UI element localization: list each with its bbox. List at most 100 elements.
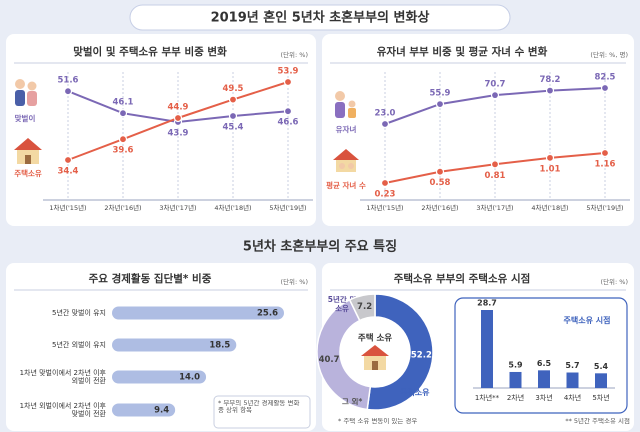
family-icon bbox=[335, 91, 356, 118]
series-name: 주택소유 bbox=[14, 168, 42, 178]
value-label: 51.6 bbox=[58, 76, 79, 86]
point bbox=[173, 113, 183, 123]
note: * 부부의 5년간 경제활동 변화 중 상위 항목 bbox=[218, 400, 300, 415]
bar bbox=[112, 370, 207, 384]
series-name: 맞벌이 bbox=[15, 113, 36, 123]
point bbox=[228, 111, 238, 121]
x-tick-label: 2차년 bbox=[507, 393, 524, 402]
value-label: 39.6 bbox=[113, 146, 134, 156]
value-label: 5.7 bbox=[565, 361, 579, 370]
bar bbox=[509, 371, 522, 388]
point bbox=[380, 178, 390, 188]
x-tick-label: 4차년('18년) bbox=[214, 203, 251, 212]
house-icon bbox=[14, 138, 42, 164]
unit-label: (단위: %) bbox=[281, 277, 308, 286]
category-label: 1차년 외벌이에서 2차년 이후 맞벌이 전환 bbox=[19, 401, 106, 418]
x-tick-label: 3차년('17년) bbox=[476, 203, 513, 212]
category-label-box: 5년간 미소유 bbox=[327, 296, 357, 313]
value-label: 7.2 bbox=[357, 302, 372, 312]
value-label: 49.5 bbox=[223, 84, 244, 94]
point bbox=[283, 107, 293, 116]
chart-title: 주택소유 시점 bbox=[563, 316, 611, 325]
children-icon bbox=[333, 149, 359, 172]
point bbox=[490, 160, 500, 169]
point bbox=[600, 148, 610, 158]
unit-label: (단위: %) bbox=[281, 50, 308, 59]
point bbox=[118, 135, 128, 144]
category-label: 5년간 미소유 bbox=[327, 296, 357, 313]
chart-title: 주요 경제활동 집단별* 비중 bbox=[89, 272, 212, 285]
value-label: 9.4 bbox=[154, 406, 169, 416]
donut-slice bbox=[316, 298, 372, 411]
value-label: 52.2 bbox=[411, 351, 432, 361]
value-label: 34.4 bbox=[58, 167, 79, 177]
value-label: 0.58 bbox=[430, 178, 451, 188]
value-label: 5.4 bbox=[594, 362, 609, 371]
bar bbox=[112, 338, 237, 352]
chart-title: 유자녀 부부 비중 및 평균 자녀 수 변화 bbox=[377, 45, 548, 58]
value-label: 0.81 bbox=[485, 171, 506, 181]
value-label: 46.6 bbox=[278, 118, 299, 128]
x-tick-label: 4차년('18년) bbox=[531, 203, 568, 212]
bar bbox=[595, 373, 607, 388]
point bbox=[283, 77, 293, 87]
donut-slice bbox=[348, 293, 376, 322]
point bbox=[545, 153, 555, 162]
unit-label: (단위: %) bbox=[601, 277, 628, 286]
value-label: 40.7 bbox=[319, 355, 340, 365]
x-tick-label: 2차년('16년) bbox=[421, 203, 458, 212]
category-label-box: 그 외* bbox=[342, 398, 363, 406]
category-label-box: 5년간 외벌이 유지 bbox=[52, 340, 106, 349]
point bbox=[228, 95, 238, 104]
value-label: 0.23 bbox=[375, 190, 396, 200]
value-label: 5.9 bbox=[508, 360, 523, 369]
chart-title: 주택소유 부부의 주택소유 시점 bbox=[394, 272, 531, 285]
note-box: * 부부의 5년간 경제활동 변화 중 상위 항목 bbox=[218, 400, 300, 415]
donut-slice bbox=[366, 293, 434, 411]
section-title: 5년차 초혼부부의 주요 특징 bbox=[243, 239, 397, 255]
note: * 주택 소유 변동이 있는 경우 bbox=[338, 418, 418, 425]
point bbox=[63, 87, 73, 96]
point bbox=[380, 119, 390, 129]
point bbox=[600, 83, 610, 93]
x-tick-label: 1차년('15년) bbox=[49, 203, 86, 212]
x-tick-label: 4차년 bbox=[564, 393, 581, 402]
bar bbox=[538, 370, 550, 388]
panel bbox=[6, 34, 316, 226]
category-label-box: 5년간 맞벌이 유지 bbox=[52, 308, 106, 317]
note-box: ** 5년간 주택소유 시점 bbox=[565, 418, 630, 425]
x-tick-label: 1차년('15년) bbox=[366, 203, 403, 212]
category-label: 그 외* bbox=[342, 398, 363, 406]
value-label: 78.2 bbox=[540, 75, 561, 85]
panel bbox=[322, 34, 634, 226]
x-tick-label: 2차년('16년) bbox=[104, 203, 141, 212]
value-label: 82.5 bbox=[595, 73, 616, 83]
x-tick-label: 3차년('17년) bbox=[159, 203, 196, 212]
title-pill bbox=[129, 4, 511, 31]
bar bbox=[112, 403, 176, 417]
main-title: 2019년 혼인 5년차 초혼부부의 변화상 bbox=[211, 10, 430, 26]
chart-title-box: 주택소유 시점 bbox=[563, 316, 611, 325]
unit-label: (단위: %, 명) bbox=[590, 50, 628, 59]
home-center-icon bbox=[361, 345, 389, 370]
value-label: 1.01 bbox=[540, 164, 561, 174]
category-label: 5년간 외벌이 유지 bbox=[52, 340, 106, 349]
x-tick-label: 5차년 bbox=[592, 393, 609, 402]
point bbox=[435, 99, 445, 109]
value-label: 14.0 bbox=[179, 373, 200, 383]
category-label: 주택소유 bbox=[400, 388, 430, 397]
category-label: 5년간 맞벌이 유지 bbox=[52, 308, 106, 317]
value-label: 70.7 bbox=[485, 80, 506, 90]
category-label-box: 1차년 맞벌이에서 2차년 이후 외벌이 전환 bbox=[20, 369, 106, 385]
couple-icon bbox=[15, 79, 37, 106]
bar bbox=[112, 306, 284, 320]
category-label-box: 주택소유 bbox=[400, 388, 430, 397]
inset-box bbox=[454, 297, 628, 414]
note-box bbox=[213, 395, 311, 429]
value-label: 1.16 bbox=[595, 160, 616, 170]
x-tick-label: 5차년('19년) bbox=[586, 203, 623, 212]
point bbox=[545, 86, 555, 95]
bar bbox=[566, 372, 579, 388]
